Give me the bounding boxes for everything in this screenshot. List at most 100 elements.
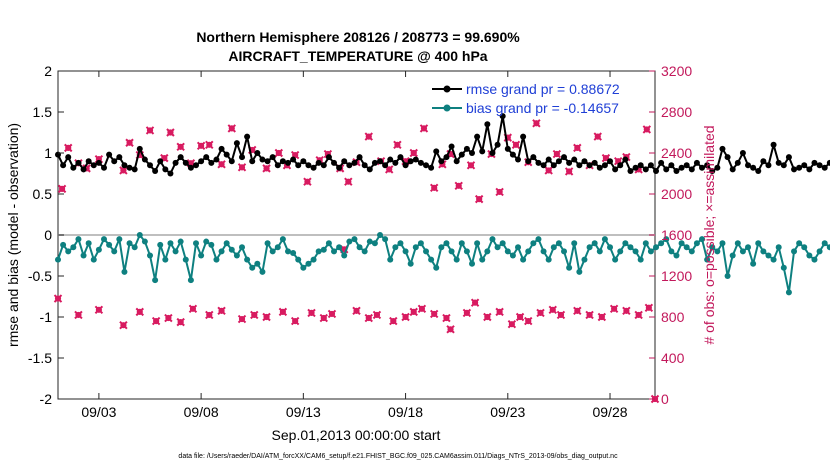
rmse-point xyxy=(157,158,164,165)
bias-point xyxy=(601,236,608,243)
bias-point xyxy=(724,273,731,279)
rmse-point xyxy=(402,162,409,169)
y-tick-label-left: -1.5 xyxy=(28,350,52,366)
bias-point xyxy=(734,240,741,247)
rmse-point xyxy=(755,168,762,175)
bias-point xyxy=(525,248,532,255)
bias-point xyxy=(683,244,690,251)
rmse-point xyxy=(351,159,358,166)
obs-count-marker xyxy=(564,167,574,176)
bias-point xyxy=(581,256,588,263)
bias-point xyxy=(106,241,113,248)
bias-point xyxy=(228,246,235,253)
bias-point xyxy=(397,240,404,247)
rmse-point xyxy=(193,162,200,169)
rmse-point xyxy=(177,154,184,161)
rmse-point xyxy=(162,166,169,173)
rmse-point xyxy=(663,166,670,173)
bias-point xyxy=(182,256,189,263)
obs-count-marker xyxy=(53,294,63,303)
rmse-point xyxy=(259,156,266,163)
rmse-point xyxy=(285,159,292,166)
bias-point xyxy=(264,240,271,247)
obs-count-marker xyxy=(196,141,206,151)
rmse-point xyxy=(458,151,465,158)
rmse-point xyxy=(152,168,159,175)
bias-point xyxy=(177,238,184,245)
rmse-point xyxy=(591,159,598,166)
y-tick-label-left: 1 xyxy=(44,145,52,161)
legend-rmse-marker xyxy=(443,85,451,93)
bias-point xyxy=(131,244,138,251)
bias-point xyxy=(443,240,450,247)
rmse-point xyxy=(724,154,731,161)
bias-point xyxy=(709,244,716,251)
bias-point xyxy=(162,256,169,263)
bias-point xyxy=(673,252,680,259)
y-tick-label-left: 1.5 xyxy=(33,104,53,120)
rmse-point xyxy=(612,166,619,173)
bias-point xyxy=(95,246,102,253)
rmse-point xyxy=(239,154,246,161)
obs-count-marker xyxy=(262,312,271,322)
obs-count-marker xyxy=(290,150,300,160)
obs-count-marker xyxy=(417,304,427,314)
bias-point xyxy=(336,244,343,251)
y-tick-label-right: 1200 xyxy=(661,268,692,284)
bias-point xyxy=(607,244,614,251)
rmse-point xyxy=(479,148,486,155)
obs-count-marker xyxy=(552,149,562,159)
obs-count-marker xyxy=(217,160,226,169)
obs-count-marker xyxy=(470,298,480,307)
bias-point xyxy=(392,244,399,251)
legend-bias-label: bias grand pr = -0.14657 xyxy=(466,100,619,116)
obs-count-marker xyxy=(217,306,226,316)
bias-point xyxy=(561,248,568,255)
rmse-point xyxy=(279,158,286,165)
obs-count-marker xyxy=(507,319,517,329)
rmse-point xyxy=(504,145,511,152)
bias-point xyxy=(678,240,685,247)
rmse-point xyxy=(382,162,389,169)
bias-point xyxy=(515,244,522,251)
bias-point xyxy=(647,248,654,255)
bias-point xyxy=(729,252,736,259)
obs-count-marker xyxy=(364,313,373,323)
obs-count-marker xyxy=(532,119,541,128)
rmse-point xyxy=(341,158,348,165)
bias-point xyxy=(407,260,414,267)
obs-count-marker xyxy=(511,140,521,150)
bias-point xyxy=(290,250,297,257)
rmse-point xyxy=(228,158,235,165)
rmse-point xyxy=(346,162,353,169)
rmse-point xyxy=(632,164,639,171)
rmse-point xyxy=(734,159,741,166)
rmse-point xyxy=(300,158,307,165)
bias-point xyxy=(126,240,133,247)
y-tick-label-right: 3200 xyxy=(661,63,692,79)
rmse-point xyxy=(806,166,813,173)
rmse-point xyxy=(785,154,792,161)
bias-point xyxy=(377,232,384,238)
rmse-point xyxy=(136,145,143,152)
bias-point xyxy=(305,260,312,267)
bias-point xyxy=(453,256,460,263)
obs-count-marker xyxy=(454,181,463,191)
bias-point xyxy=(116,236,123,243)
rmse-point xyxy=(530,154,537,161)
bias-point xyxy=(550,244,557,251)
obs-count-marker xyxy=(188,304,198,314)
bias-point xyxy=(509,252,516,259)
rmse-point xyxy=(85,158,92,165)
rmse-point xyxy=(484,121,491,128)
obs-count-marker xyxy=(372,310,382,320)
rmse-point xyxy=(361,162,368,169)
bias-point xyxy=(428,256,435,263)
rmse-point xyxy=(765,162,772,169)
chart-subtitle: AIRCRAFT_TEMPERATURE @ 400 hPa xyxy=(228,48,487,64)
rmse-point xyxy=(101,164,108,171)
bias-point xyxy=(796,240,803,247)
obs-count-marker xyxy=(429,309,439,319)
rmse-point xyxy=(249,158,256,165)
rmse-point xyxy=(535,159,542,166)
